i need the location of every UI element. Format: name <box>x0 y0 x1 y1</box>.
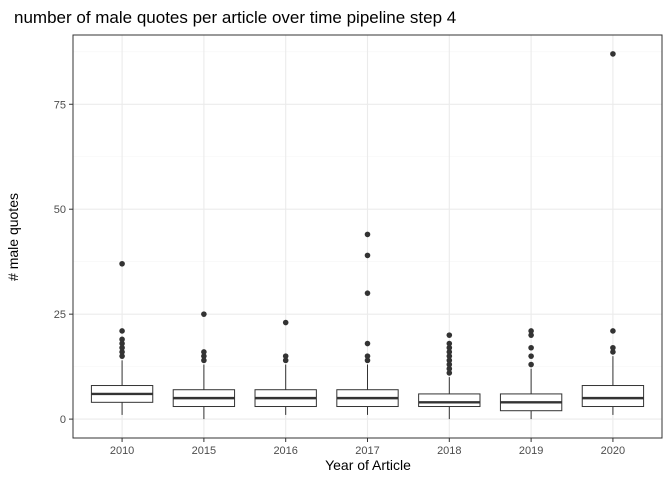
outlier-point <box>119 353 125 359</box>
outlier-point <box>201 353 207 359</box>
y-tick-label: 75 <box>54 99 66 111</box>
outlier-point <box>201 357 207 364</box>
y-axis-title: # male quotes <box>5 193 21 281</box>
axes: 0 25 50 75 2010 2015 2016 2017 2018 2019 2020 <box>54 99 625 457</box>
chart-title: number of male quotes per article over t… <box>14 8 456 27</box>
outlier-point <box>446 361 453 368</box>
x-tick-label: 2020 <box>601 445 625 457</box>
x-tick-label: 2018 <box>437 445 461 457</box>
outlier-point <box>610 328 616 334</box>
outlier-point <box>528 361 534 368</box>
outlier-point <box>364 252 371 259</box>
outlier-point <box>282 353 289 359</box>
x-tick-label: 2016 <box>273 445 297 457</box>
x-tick-label: 2019 <box>519 445 543 457</box>
outlier-point <box>610 344 616 351</box>
outlier-point <box>446 365 453 372</box>
outlier-point <box>446 344 453 351</box>
outlier-point <box>119 260 125 267</box>
outlier-point <box>446 353 453 359</box>
y-tick-label: 25 <box>54 309 66 321</box>
outlier-point <box>528 353 534 359</box>
outlier-point <box>446 332 453 338</box>
outlier-point <box>528 344 534 351</box>
box-body <box>418 393 481 408</box>
x-axis-title: Year of Article <box>325 457 411 473</box>
box-2017 <box>336 231 399 415</box>
outlier-point <box>364 290 371 296</box>
outlier-point <box>446 349 453 355</box>
x-tick-label: 2015 <box>192 445 216 457</box>
box-2019 <box>499 328 563 420</box>
outlier-point <box>364 357 371 364</box>
boxplot-marks <box>90 51 645 420</box>
box-2018 <box>418 332 481 420</box>
outlier-point <box>201 311 207 317</box>
box-2020 <box>581 51 645 415</box>
outlier-point <box>282 357 289 364</box>
box-body <box>581 385 645 408</box>
x-tick-label: 2017 <box>355 445 379 457</box>
outlier-point <box>119 349 125 355</box>
outlier-point <box>446 357 453 364</box>
y-tick-label: 50 <box>54 204 66 216</box>
outlier-point <box>528 328 534 334</box>
outlier-point <box>119 340 125 347</box>
outlier-point <box>119 336 125 343</box>
box-2010 <box>90 260 154 415</box>
box-2015 <box>172 311 236 420</box>
outlier-point <box>446 370 453 376</box>
outlier-point <box>119 344 125 351</box>
outlier-point <box>364 231 371 238</box>
outlier-point <box>201 349 207 355</box>
outlier-point <box>282 319 289 326</box>
outlier-point <box>446 340 453 347</box>
outlier-point <box>364 353 371 359</box>
outlier-point <box>528 332 534 338</box>
outlier-point <box>610 349 616 355</box>
x-tick-label: 2010 <box>110 445 134 457</box>
box-2016 <box>254 319 317 415</box>
outlier-point <box>364 340 371 347</box>
outlier-point <box>119 328 125 334</box>
y-tick-label: 0 <box>60 414 66 426</box>
outlier-point <box>610 51 616 57</box>
